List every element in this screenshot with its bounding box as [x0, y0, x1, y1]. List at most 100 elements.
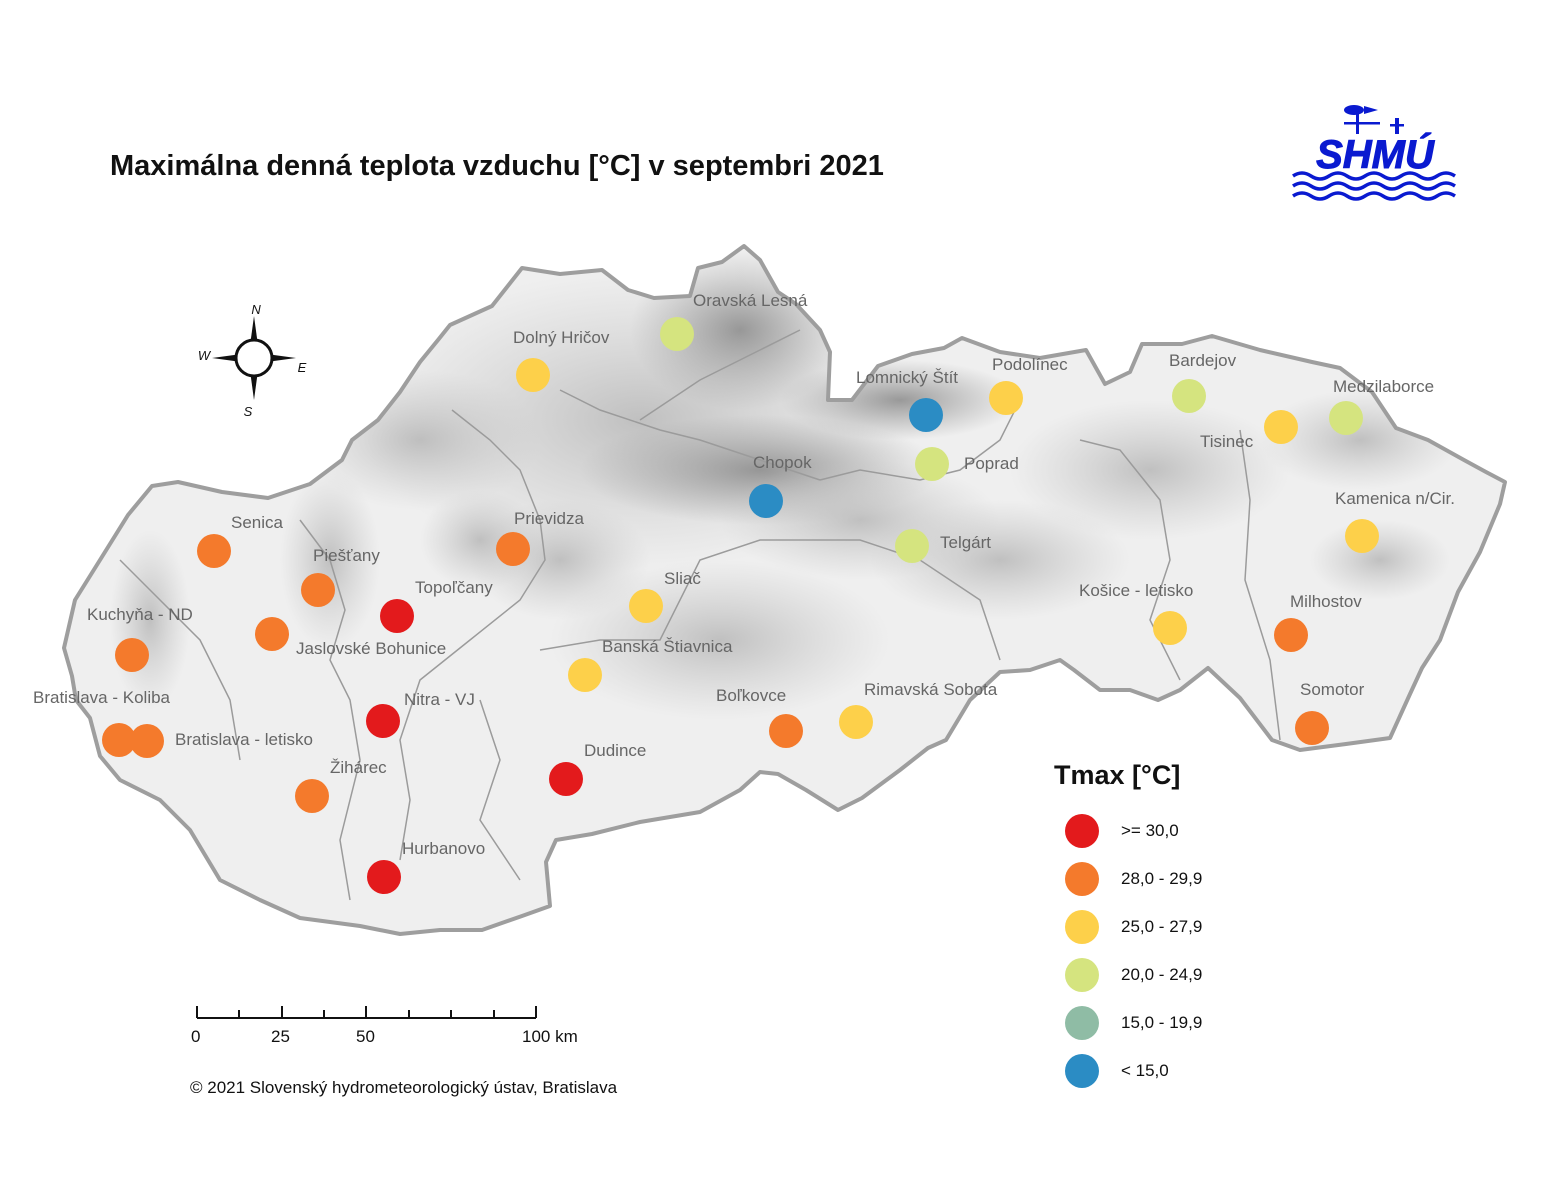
legend-label: 28,0 - 29,9	[1121, 869, 1203, 888]
station-dot	[367, 860, 401, 894]
station-marker: Bratislava - letisko	[130, 724, 313, 758]
station-label: Topoľčany	[415, 578, 493, 597]
legend-swatch	[1065, 910, 1099, 944]
station-dot	[255, 617, 289, 651]
legend-label: 15,0 - 19,9	[1121, 1013, 1203, 1032]
station-label: Tisinec	[1200, 432, 1254, 451]
station-dot	[1264, 410, 1298, 444]
station-label: Chopok	[753, 453, 812, 472]
station-label: Telgárt	[940, 533, 991, 552]
station-label: Somotor	[1300, 680, 1365, 699]
station-marker: Jaslovské Bohunice	[255, 617, 446, 658]
station-dot	[496, 532, 530, 566]
station-dot	[1295, 711, 1329, 745]
station-dot	[1345, 519, 1379, 553]
station-dot	[1172, 379, 1206, 413]
station-dot	[1274, 618, 1308, 652]
station-marker: Dolný Hričov	[513, 328, 610, 392]
legend-item: 25,0 - 27,9	[1050, 903, 1202, 951]
station-dot	[130, 724, 164, 758]
scale-label-25: 25	[271, 1027, 290, 1046]
station-label: Lomnický Štít	[856, 368, 958, 387]
station-dot	[839, 705, 873, 739]
legend: Tmax [°C] >= 30,0 28,0 - 29,9 25,0 - 27,…	[1050, 760, 1202, 1095]
station-label: Boľkovce	[716, 686, 786, 705]
legend-label: 25,0 - 27,9	[1121, 917, 1203, 936]
station-dot	[1153, 611, 1187, 645]
legend-swatch	[1065, 814, 1099, 848]
scale-label-0: 0	[191, 1027, 201, 1046]
legend-swatch	[1065, 1054, 1099, 1088]
legend-item: 28,0 - 29,9	[1050, 855, 1202, 903]
station-dot	[102, 723, 136, 757]
compass-rose-icon: N S E W	[198, 302, 307, 419]
shmu-logo-icon: SHMÚ	[1292, 105, 1456, 201]
scale-label-50: 50	[356, 1027, 375, 1046]
station-marker: Bratislava - Koliba	[33, 688, 171, 757]
station-label: Bratislava - Koliba	[33, 688, 171, 707]
station-marker: Sliač	[629, 569, 701, 623]
station-marker: Kamenica n/Cir.	[1335, 489, 1455, 553]
station-label: Oravská Lesná	[693, 291, 808, 310]
station-dot	[660, 317, 694, 351]
station-label: Nitra - VJ	[404, 690, 475, 709]
compass-east-label: E	[298, 360, 307, 375]
station-label: Kamenica n/Cir.	[1335, 489, 1455, 508]
station-dot	[749, 484, 783, 518]
station-marker: Milhostov	[1274, 592, 1362, 652]
station-label: Medzilaborce	[1333, 377, 1434, 396]
region-boundaries	[119, 329, 1281, 901]
station-marker: Hurbanovo	[367, 839, 485, 894]
compass-south-label: S	[244, 404, 253, 419]
station-label: Dudince	[584, 741, 646, 760]
station-marker: Telgárt	[895, 529, 991, 563]
copyright-text: © 2021 Slovenský hydrometeorologický úst…	[190, 1078, 618, 1097]
station-marker: Kuchyňa - ND	[87, 605, 193, 672]
station-marker: Boľkovce	[716, 686, 803, 748]
legend-swatch	[1065, 862, 1099, 896]
station-marker: Medzilaborce	[1329, 377, 1434, 435]
station-label: Rimavská Sobota	[864, 680, 998, 699]
station-dot	[989, 381, 1023, 415]
station-marker: Piešťany	[301, 546, 380, 607]
station-label: Sliač	[664, 569, 701, 588]
station-marker: Podolínec	[989, 355, 1068, 415]
legend-swatch	[1065, 1006, 1099, 1040]
station-marker: Košice - letisko	[1079, 581, 1193, 645]
station-dot	[366, 704, 400, 738]
station-label: Piešťany	[313, 546, 380, 565]
station-marker: Chopok	[749, 453, 812, 518]
station-marker: Senica	[197, 513, 284, 568]
station-dot	[895, 529, 929, 563]
legend-item: 15,0 - 19,9	[1050, 999, 1202, 1047]
station-label: Žihárec	[330, 758, 387, 777]
legend-swatch	[1065, 958, 1099, 992]
station-label: Bardejov	[1169, 351, 1237, 370]
station-dot	[115, 638, 149, 672]
compass-north-label: N	[251, 302, 261, 317]
station-marker: Prievidza	[496, 509, 584, 566]
station-marker: Lomnický Štít	[856, 368, 958, 432]
station-marker: Banská Štiavnica	[568, 637, 733, 692]
map-title: Maximálna denná teplota vzduchu [°C] v s…	[110, 150, 884, 182]
station-label: Senica	[231, 513, 284, 532]
station-label: Podolínec	[992, 355, 1068, 374]
station-label: Dolný Hričov	[513, 328, 610, 347]
scale-bar	[196, 1006, 537, 1019]
station-marker: Bardejov	[1169, 351, 1237, 413]
station-marker: Dudince	[549, 741, 646, 796]
station-dot	[1329, 401, 1363, 435]
station-label: Prievidza	[514, 509, 584, 528]
legend-label: < 15,0	[1121, 1061, 1169, 1080]
station-label: Kuchyňa - ND	[87, 605, 193, 624]
station-dot	[769, 714, 803, 748]
station-dot	[197, 534, 231, 568]
national-border	[62, 244, 1507, 936]
station-label: Poprad	[964, 454, 1019, 473]
station-label: Hurbanovo	[402, 839, 485, 858]
station-marker: Tisinec	[1200, 410, 1298, 451]
station-marker: Oravská Lesná	[660, 291, 808, 351]
station-marker: Topoľčany	[380, 578, 493, 633]
station-dot	[915, 447, 949, 481]
